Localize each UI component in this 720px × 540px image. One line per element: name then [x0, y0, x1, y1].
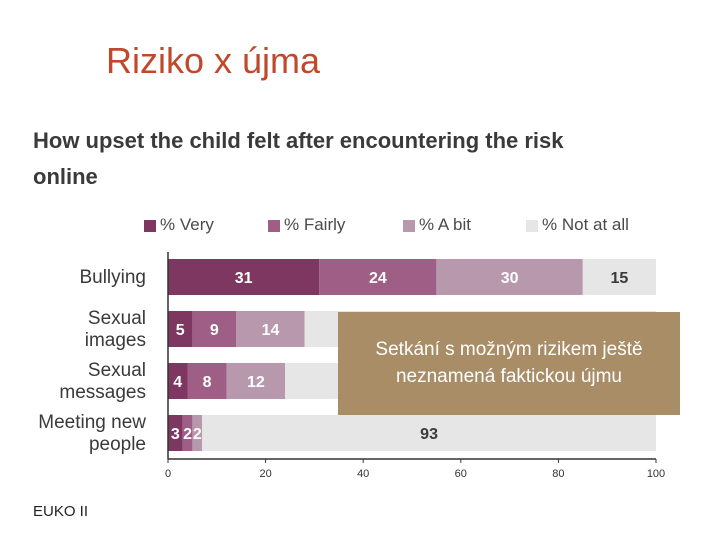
- slide-title: Riziko x újma: [106, 40, 321, 81]
- legend-swatch-a-bit: [403, 219, 415, 232]
- data-label: 24: [369, 270, 387, 287]
- x-tick-label: 0: [165, 468, 171, 480]
- legend-swatch-fairly: [268, 219, 280, 232]
- data-label: 2: [193, 426, 202, 443]
- data-label: 12: [247, 374, 265, 391]
- legend-label-fairly: % Fairly: [284, 215, 346, 234]
- bar-segment: [168, 363, 188, 399]
- data-label: 31: [235, 270, 253, 287]
- data-label: 93: [420, 426, 438, 443]
- data-label: 3: [171, 426, 180, 443]
- bar-segment: [168, 259, 320, 295]
- category-label: messages: [59, 382, 146, 403]
- bar-segment: [319, 259, 437, 295]
- legend-item-a-bit: % A bit: [403, 215, 471, 235]
- bar-segment: [202, 415, 656, 451]
- data-label: 14: [262, 322, 280, 339]
- x-tick-label: 60: [455, 468, 467, 480]
- legend-swatch-not-at-all: [526, 219, 538, 232]
- legend-label-a-bit: % A bit: [419, 215, 471, 234]
- bar-segment: [192, 311, 237, 347]
- legend-item-not-at-all: % Not at all: [526, 215, 629, 235]
- overlay-note: Setkání s možným rizikem ještě neznamená…: [338, 312, 680, 415]
- category-label: images: [85, 330, 146, 351]
- legend-label-very: % Very: [160, 215, 214, 234]
- legend-item-fairly: % Fairly: [268, 215, 345, 235]
- legend-item-very: % Very: [144, 215, 214, 235]
- data-label: 15: [611, 270, 629, 287]
- bar-segment: [436, 259, 583, 295]
- bar-segment: [187, 363, 227, 399]
- category-label: people: [89, 434, 146, 455]
- data-label: 5: [176, 322, 185, 339]
- category-label: Meeting new: [38, 412, 146, 433]
- bar-segment: [168, 415, 183, 451]
- x-tick-label: 80: [552, 468, 564, 480]
- bar-segment: [226, 363, 286, 399]
- data-label: 9: [210, 322, 219, 339]
- x-tick-label: 20: [259, 468, 271, 480]
- bar-segment: [182, 415, 193, 451]
- category-label: Sexual: [88, 360, 146, 381]
- legend-swatch-very: [144, 219, 156, 232]
- data-label: 30: [501, 270, 519, 287]
- bar-segment: [168, 311, 193, 347]
- data-label: 8: [203, 374, 212, 391]
- chart-title: How upset the child felt after encounter…: [33, 128, 564, 189]
- bar-segment: [192, 415, 203, 451]
- x-tick-label: 100: [647, 468, 665, 480]
- data-label: 2: [183, 426, 192, 443]
- legend-label-not-at-all: % Not at all: [542, 215, 629, 234]
- x-tick-label: 40: [357, 468, 369, 480]
- bar-segment: [582, 259, 656, 295]
- bar-segment: [236, 311, 305, 347]
- footer-label: EUKO II: [33, 503, 89, 520]
- category-label: Bullying: [79, 267, 146, 288]
- category-label: Sexual: [88, 308, 146, 329]
- data-label: 4: [173, 374, 182, 391]
